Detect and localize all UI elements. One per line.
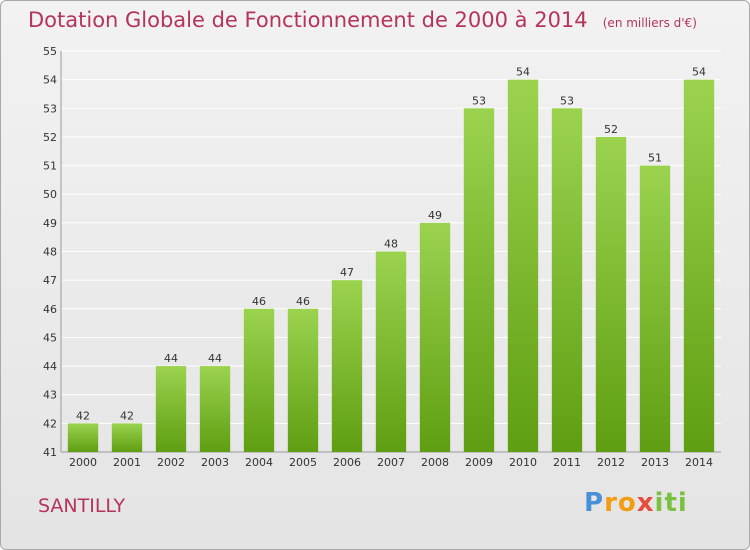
data-label-2011: 53 [560,94,574,107]
y-tick-label: 45 [43,331,57,344]
x-tick-label-2007: 2007 [377,456,405,469]
data-label-2000: 42 [76,409,90,422]
data-label-2007: 48 [384,238,398,251]
bar-2014 [683,79,715,453]
title-main: Dotation Globale de Fonctionnement de 20… [28,8,588,32]
data-label-2013: 51 [648,152,662,165]
title-unit: (en milliers d'€) [602,16,697,30]
bar-2000 [67,423,99,452]
y-tick-label: 53 [43,102,57,115]
y-tick-label: 43 [43,389,57,402]
bar-2004 [243,308,275,452]
y-tick-label: 55 [43,45,57,58]
y-tick-label: 51 [43,160,57,173]
logo-part-2: ro [604,488,637,518]
bar-2010 [507,79,539,453]
y-tick-label: 54 [43,74,57,87]
town-name: SANTILLY [38,495,126,517]
y-tick-label: 46 [43,303,57,316]
chart-title: Dotation Globale de Fonctionnement de 20… [28,8,697,32]
bar-2008 [419,222,451,452]
x-tick-label-2010: 2010 [509,456,537,469]
x-tick-label-2002: 2002 [157,456,185,469]
y-tick-label: 47 [43,274,57,287]
data-label-2008: 49 [428,209,442,222]
data-label-2004: 46 [252,295,266,308]
y-tick-label: 42 [43,417,57,430]
bar-2005 [287,308,319,452]
x-tick-label-2004: 2004 [245,456,273,469]
x-tick-label-2013: 2013 [641,456,669,469]
x-tick-label-2000: 2000 [69,456,97,469]
y-tick-label: 52 [43,131,57,144]
logo-part-3: x [636,488,655,518]
bar-2006 [331,280,363,452]
x-tick-label-2006: 2006 [333,456,361,469]
x-tick-label-2009: 2009 [465,456,493,469]
data-label-2006: 47 [340,266,354,279]
data-label-2012: 52 [604,123,618,136]
data-label-2001: 42 [120,409,134,422]
data-label-2002: 44 [164,352,178,365]
data-label-2003: 44 [208,352,222,365]
data-label-2005: 46 [296,295,310,308]
y-tick-label: 49 [43,217,57,230]
data-label-2009: 53 [472,94,486,107]
x-tick-label-2008: 2008 [421,456,449,469]
bar-2002 [155,366,187,452]
y-tick-label: 44 [43,360,57,373]
bar-2009 [463,108,495,453]
bar-2001 [111,423,143,452]
y-tick-label: 50 [43,188,57,201]
data-label-2014: 54 [692,66,706,79]
y-tick-label: 41 [43,446,57,459]
bar-2007 [375,251,407,452]
bar-2003 [199,366,231,452]
y-tick-label: 48 [43,246,57,259]
x-tick-label-2003: 2003 [201,456,229,469]
x-tick-label-2012: 2012 [597,456,625,469]
x-tick-label-2005: 2005 [289,456,317,469]
logo-part-4: iti [654,488,688,518]
data-label-2010: 54 [516,66,530,79]
bar-2011 [551,108,583,453]
logo-part-1: P [584,488,605,518]
bar-2012 [595,136,627,452]
proxiti-logo: Proxiti [584,488,688,518]
x-tick-label-2001: 2001 [113,456,141,469]
x-tick-label-2011: 2011 [553,456,581,469]
x-tick-label-2014: 2014 [685,456,713,469]
bar-2013 [639,165,671,453]
